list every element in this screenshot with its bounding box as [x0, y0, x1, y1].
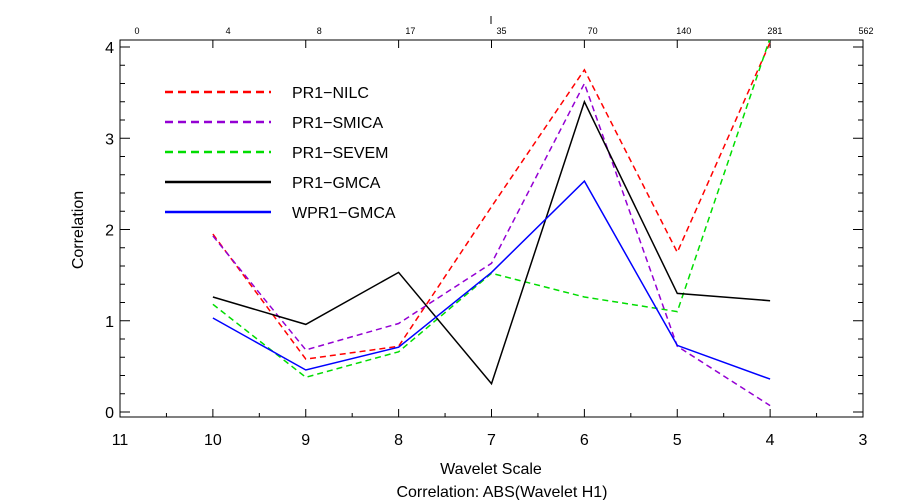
- y-tick-label: 4: [105, 40, 114, 57]
- x-tick-label: 9: [301, 432, 310, 449]
- plot-frame: [119, 39, 864, 418]
- y-tick-label: 1: [105, 314, 114, 331]
- top-tick-label: 17: [405, 26, 415, 36]
- top-tick-label: 4: [226, 26, 231, 36]
- series-line-2: [212, 40, 771, 379]
- top-tick-label: 281: [767, 26, 782, 36]
- series-line-0: [212, 42, 771, 360]
- y-tick-label: 2: [105, 223, 114, 240]
- top-tick-label: 8: [317, 26, 322, 36]
- x-tick-label: 8: [394, 432, 403, 449]
- top-tick-label: 35: [496, 26, 506, 36]
- x-tick-label: 11: [112, 432, 129, 449]
- legend-label: WPR1−GMCA: [292, 205, 396, 222]
- y-tick-label: 3: [105, 131, 114, 148]
- tick-labels: 11 10 9 8 7 6 5 4 3 0 4 8 17 35 70 140 281 562 0 1 2 3 4: [105, 26, 873, 449]
- top-tick-label: 140: [676, 26, 691, 36]
- series-line-3: [212, 99, 771, 386]
- top-tick-label: 562: [858, 26, 873, 36]
- y-axis-label: Correlation: [70, 191, 87, 269]
- x-tick-label: 4: [766, 432, 775, 449]
- legend-label: PR1−GMCA: [292, 175, 381, 192]
- y-tick-label: 0: [105, 405, 114, 422]
- legend-label: PR1−SEVEM: [292, 145, 388, 162]
- x-axis-label: Wavelet Scale: [440, 461, 542, 478]
- axis-ticks: [119, 16, 864, 417]
- x-tick-label: 7: [487, 432, 496, 449]
- legend-label: PR1−NILC: [292, 85, 369, 102]
- series-line-4: [212, 179, 771, 380]
- top-tick-label: 70: [588, 26, 598, 36]
- x-tick-label: 5: [673, 432, 682, 449]
- legend-label: PR1−SMICA: [292, 115, 383, 132]
- series-layer: [212, 40, 771, 407]
- top-tick-label: 0: [134, 26, 139, 36]
- legend: PR1−NILC PR1−SMICA PR1−SEVEM PR1−GMCA WPR1−G…: [165, 85, 396, 222]
- x-tick-label: 6: [580, 432, 589, 449]
- series-line-1: [212, 81, 771, 407]
- x-tick-label: 3: [859, 432, 868, 449]
- chart-subtitle: Correlation: ABS(Wavelet H1): [396, 484, 607, 500]
- x-tick-label: 10: [204, 432, 222, 449]
